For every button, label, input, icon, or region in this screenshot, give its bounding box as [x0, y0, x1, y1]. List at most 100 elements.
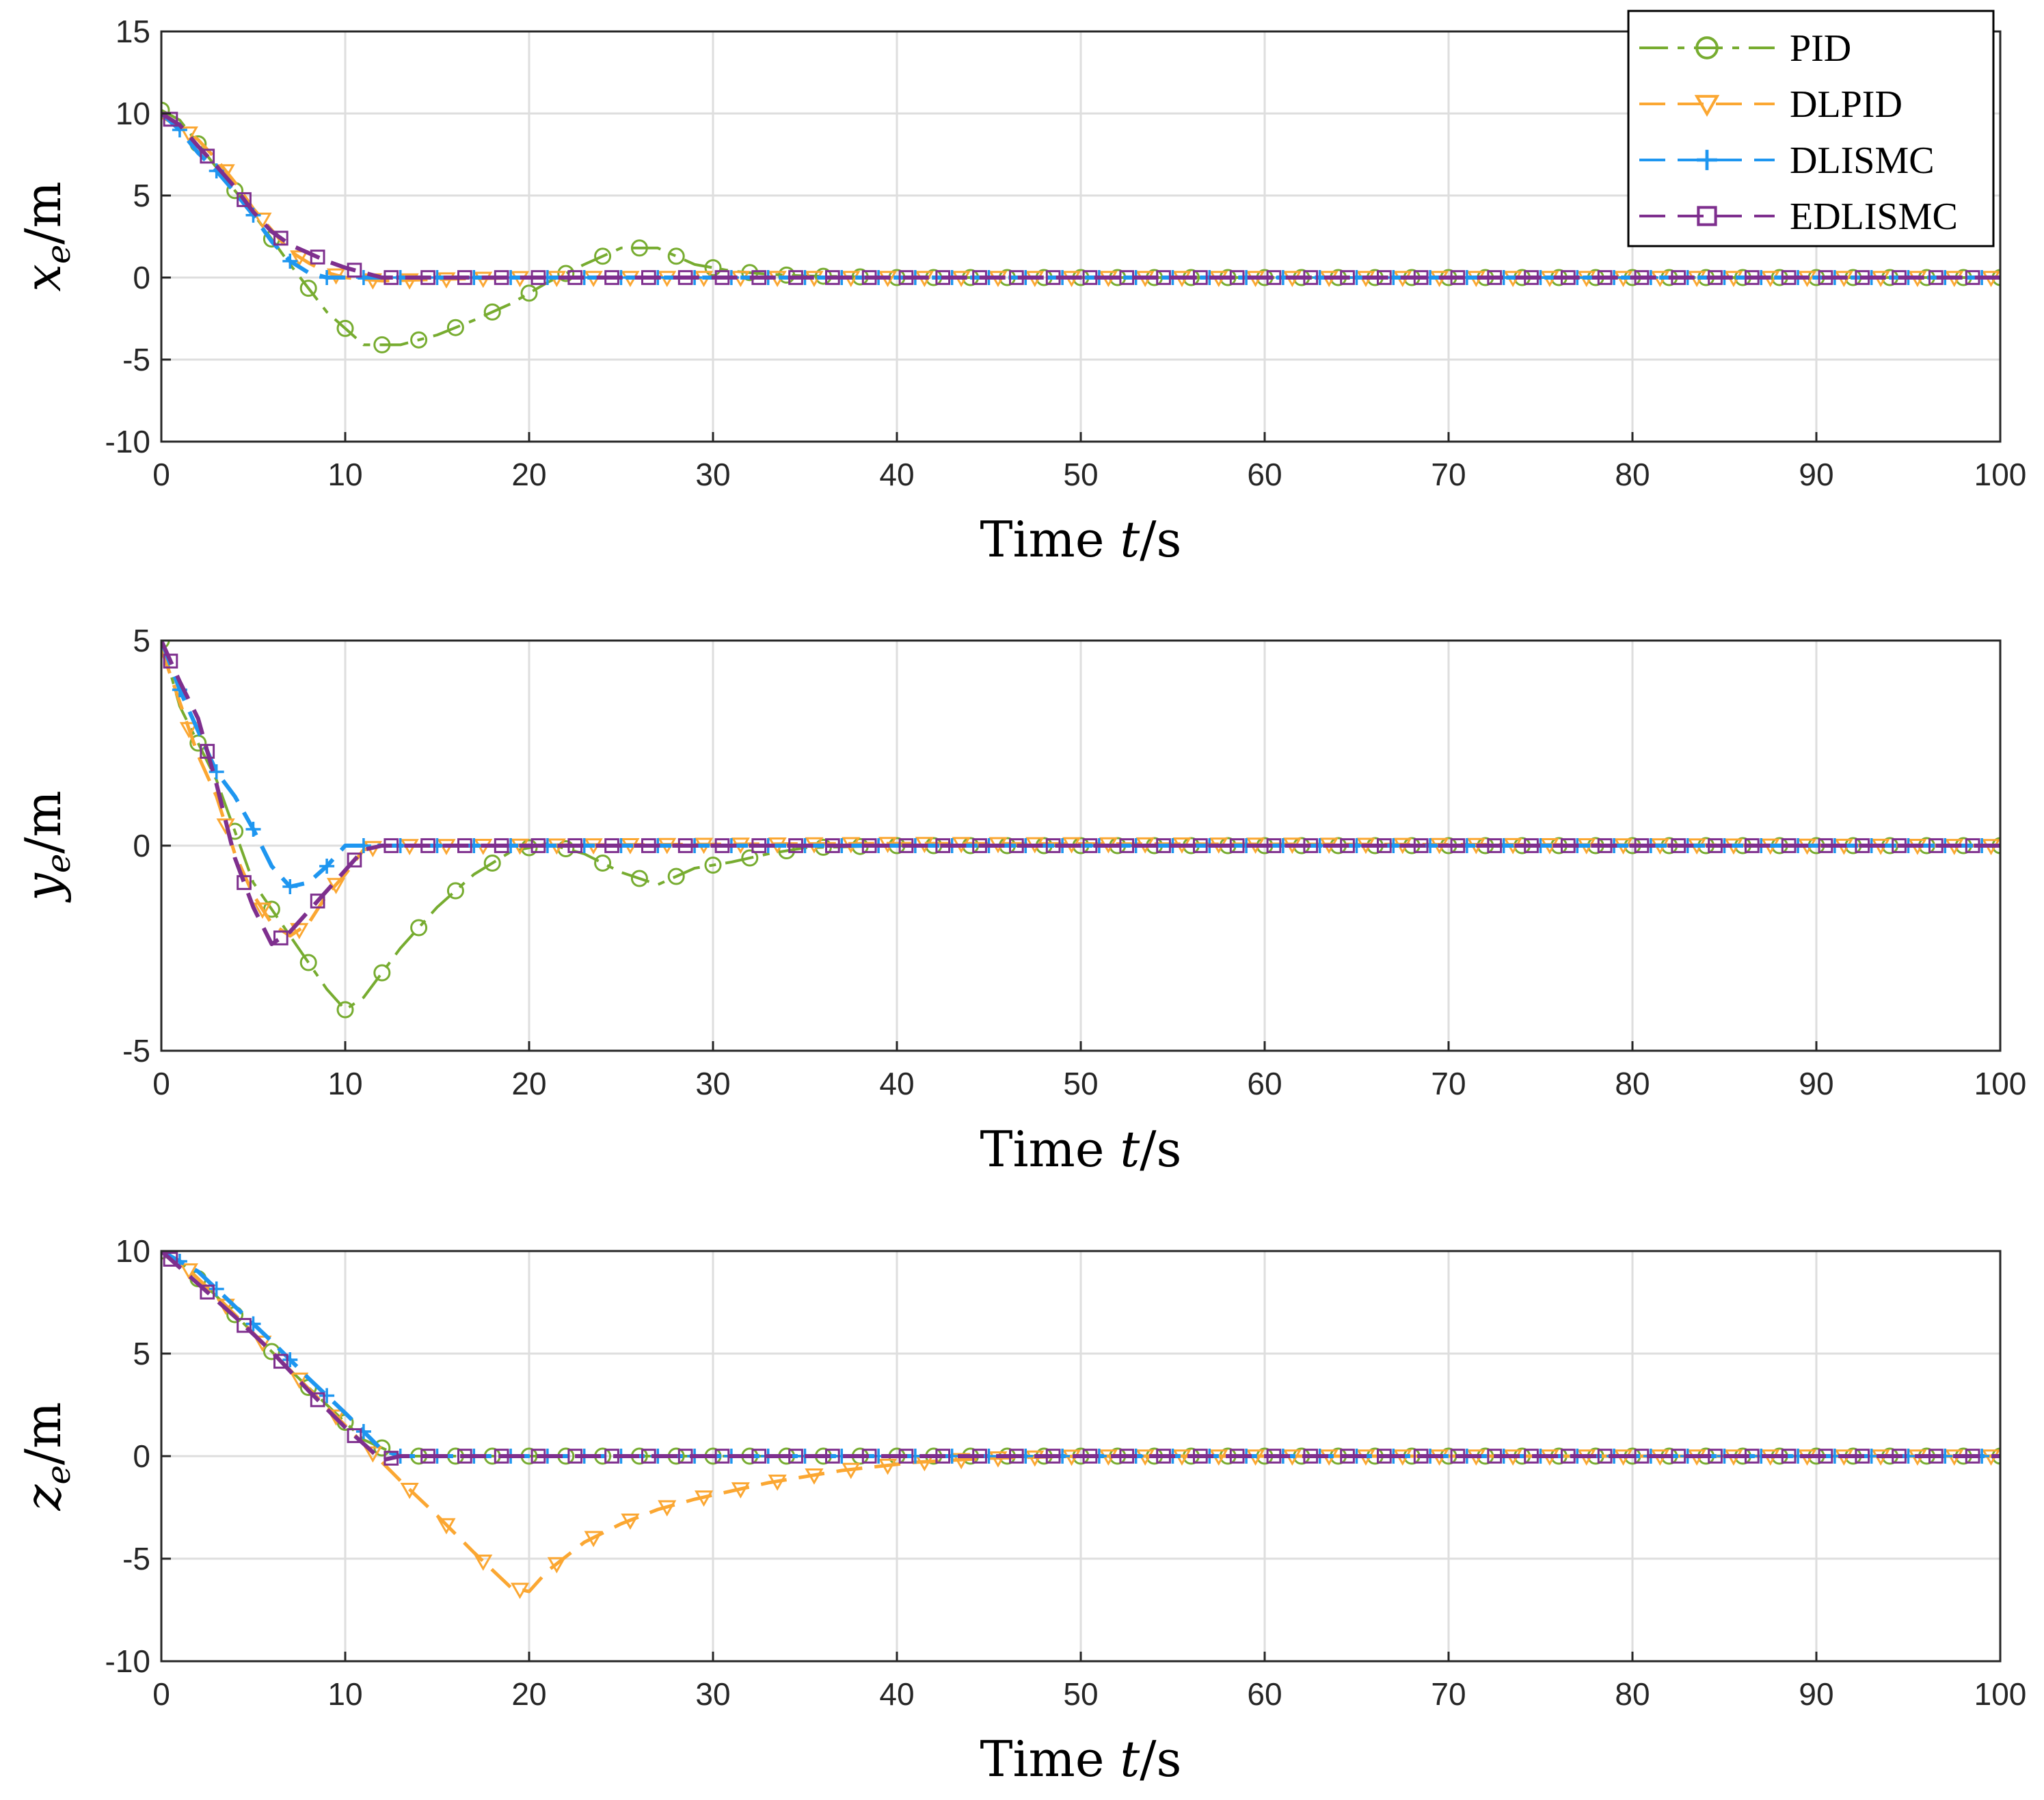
x-tick-label: 80 — [1615, 457, 1650, 492]
marker-edlismc — [237, 875, 252, 890]
marker-dlpid — [290, 1372, 309, 1389]
marker-edlismc — [861, 270, 877, 285]
marker-pid — [483, 855, 501, 872]
marker-dlpid — [290, 250, 309, 267]
legend-item-pid: PID — [1639, 27, 1851, 70]
marker-edlismc — [1045, 1449, 1061, 1464]
marker-edlismc — [1745, 270, 1760, 285]
marker-edlismc — [1377, 1449, 1392, 1464]
marker-dlismc — [1864, 1449, 1879, 1464]
marker-dlpid — [694, 1490, 714, 1507]
marker-dlpid — [179, 1263, 198, 1280]
marker-dlismc — [282, 1352, 298, 1367]
marker-edlismc — [1965, 838, 1980, 853]
triangle-down-icon — [1694, 94, 1720, 117]
marker-edlismc — [1524, 1449, 1539, 1464]
marker-dlismc — [209, 764, 224, 779]
y-tick-label: 5 — [133, 623, 150, 658]
marker-dlismc — [466, 838, 482, 853]
legend-item-dlpid: DLPID — [1639, 83, 1902, 126]
marker-edlismc — [751, 838, 767, 853]
marker-edlismc — [1377, 838, 1392, 853]
marker-edlismc — [457, 1449, 472, 1464]
marker-pid — [594, 855, 612, 872]
marker-pid — [630, 870, 648, 887]
marker-dlpid — [989, 1451, 1008, 1468]
marker-dlismc — [209, 1281, 224, 1297]
marker-edlismc — [714, 270, 730, 285]
legend-entries: PID DLPID DLISMC EDLISMC — [1639, 27, 1958, 238]
marker-dlpid — [216, 818, 235, 835]
marker-dlpid — [400, 1483, 419, 1499]
x-tick-label: 30 — [695, 1676, 730, 1712]
marker-edlismc — [1082, 270, 1098, 285]
x-tick-label: 30 — [695, 1066, 730, 1101]
marker-edlismc — [1634, 838, 1650, 853]
marker-pid — [557, 265, 575, 282]
marker-edlismc — [677, 838, 693, 853]
marker-edlismc — [604, 838, 619, 853]
y-tick-labels-ze: -10 -5 0 5 10 — [105, 1233, 171, 1679]
marker-edlismc — [788, 270, 803, 285]
marker-pid — [778, 266, 796, 284]
marker-edlismc — [861, 1449, 877, 1464]
y-tick-labels-xe: -10 -5 0 5 10 15 — [105, 14, 171, 459]
x-tick-labels-ze: 0 10 20 30 40 50 60 70 80 90 100 — [152, 1652, 2026, 1712]
marker-edlismc — [641, 270, 656, 285]
marker-edlismc — [935, 1449, 951, 1464]
marker-edlismc — [1928, 1449, 1944, 1464]
marker-edlismc — [530, 838, 546, 853]
marker-edlismc — [1156, 838, 1171, 853]
x-tick-label: 100 — [1974, 457, 2027, 492]
marker-pid — [704, 259, 722, 277]
x-tick-label: 100 — [1974, 1066, 2027, 1101]
x-tick-label: 0 — [152, 457, 170, 492]
marker-edlismc — [1892, 1449, 1907, 1464]
x-tick-label: 20 — [511, 457, 546, 492]
marker-edlismc — [1745, 838, 1760, 853]
marker-edlismc — [1671, 270, 1686, 285]
marker-dlismc — [1386, 838, 1401, 853]
marker-edlismc — [310, 1392, 325, 1408]
marker-dlismc — [1349, 270, 1364, 285]
marker-pid — [299, 280, 317, 297]
x-tick-label: 70 — [1431, 1676, 1466, 1712]
y-tick-label: 15 — [116, 14, 150, 49]
marker-edlismc — [567, 1449, 583, 1464]
marker-edlismc — [494, 1449, 509, 1464]
marker-edlismc — [1303, 1449, 1319, 1464]
marker-pid — [336, 319, 354, 337]
marker-dlpid — [253, 213, 272, 229]
marker-edlismc — [972, 838, 987, 853]
marker-edlismc — [420, 270, 435, 285]
x-tick-label: 40 — [879, 457, 914, 492]
marker-pid — [410, 919, 428, 937]
marker-dlismc — [319, 859, 335, 874]
y-tick-label: 0 — [133, 1438, 150, 1474]
x-tick-label: 10 — [327, 1066, 362, 1101]
marker-edlismc — [1855, 1449, 1870, 1464]
marker-dlpid — [400, 273, 419, 290]
y-tick-label: -5 — [122, 342, 150, 377]
marker-dlpid — [474, 1555, 493, 1571]
legend-label: DLPID — [1790, 83, 1902, 126]
marker-edlismc — [1413, 838, 1429, 853]
marker-edlismc — [1487, 838, 1503, 853]
marker-edlismc — [1450, 838, 1466, 853]
marker-edlismc — [1266, 1449, 1282, 1464]
x-tick-label: 70 — [1431, 457, 1466, 492]
marker-edlismc — [1229, 1449, 1245, 1464]
marker-edlismc — [1487, 270, 1503, 285]
legend: PID DLPID DLISMC EDLISMC — [1627, 10, 1995, 247]
marker-edlismc — [677, 1449, 693, 1464]
marker-edlismc — [1119, 838, 1135, 853]
marker-edlismc — [1009, 270, 1024, 285]
x-tick-label: 50 — [1063, 457, 1098, 492]
marker-edlismc — [1671, 1449, 1686, 1464]
marker-dlpid — [326, 878, 346, 895]
y-tick-label: 5 — [133, 178, 150, 213]
marker-edlismc — [1708, 838, 1723, 853]
marker-dlpid — [658, 1500, 677, 1517]
x-tick-label: 70 — [1431, 1066, 1466, 1101]
marker-pid — [446, 319, 464, 336]
